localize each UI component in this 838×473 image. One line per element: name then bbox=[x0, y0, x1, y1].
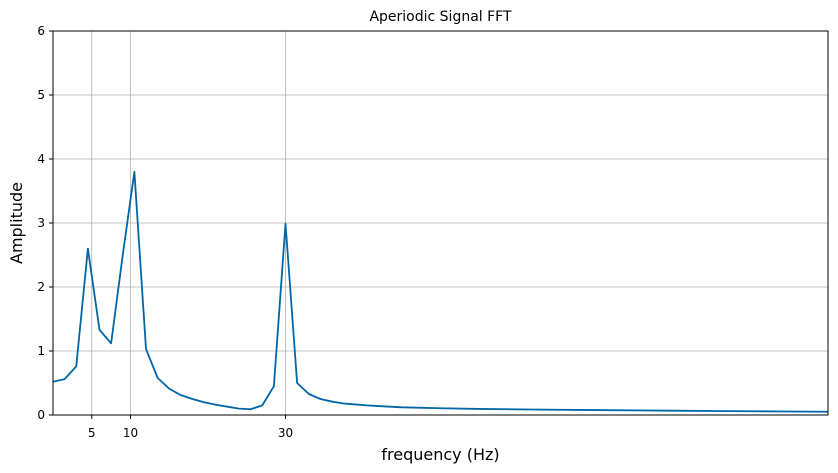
y-tick-label: 0 bbox=[37, 408, 45, 422]
x-tick-label: 10 bbox=[123, 426, 138, 440]
grid-lines bbox=[53, 30, 828, 416]
y-tick-label: 1 bbox=[37, 344, 45, 358]
x-tick-label: 30 bbox=[278, 426, 293, 440]
y-axis-ticks: 0 1 2 3 4 5 6 bbox=[37, 24, 53, 422]
y-tick-label: 4 bbox=[37, 152, 45, 166]
y-axis-title: Amplitude bbox=[7, 182, 26, 264]
y-tick-label: 2 bbox=[37, 280, 45, 294]
y-tick-label: 6 bbox=[37, 24, 45, 38]
series-line bbox=[52, 170, 829, 413]
x-axis-ticks: 5 10 30 bbox=[88, 415, 293, 440]
chart-title: Aperiodic Signal FFT bbox=[369, 9, 512, 25]
x-axis-title: frequency (Hz) bbox=[381, 445, 499, 464]
y-tick-label: 5 bbox=[37, 88, 45, 102]
y-tick-label: 3 bbox=[37, 216, 45, 230]
x-tick-label: 5 bbox=[88, 426, 96, 440]
plot-area bbox=[52, 170, 829, 413]
